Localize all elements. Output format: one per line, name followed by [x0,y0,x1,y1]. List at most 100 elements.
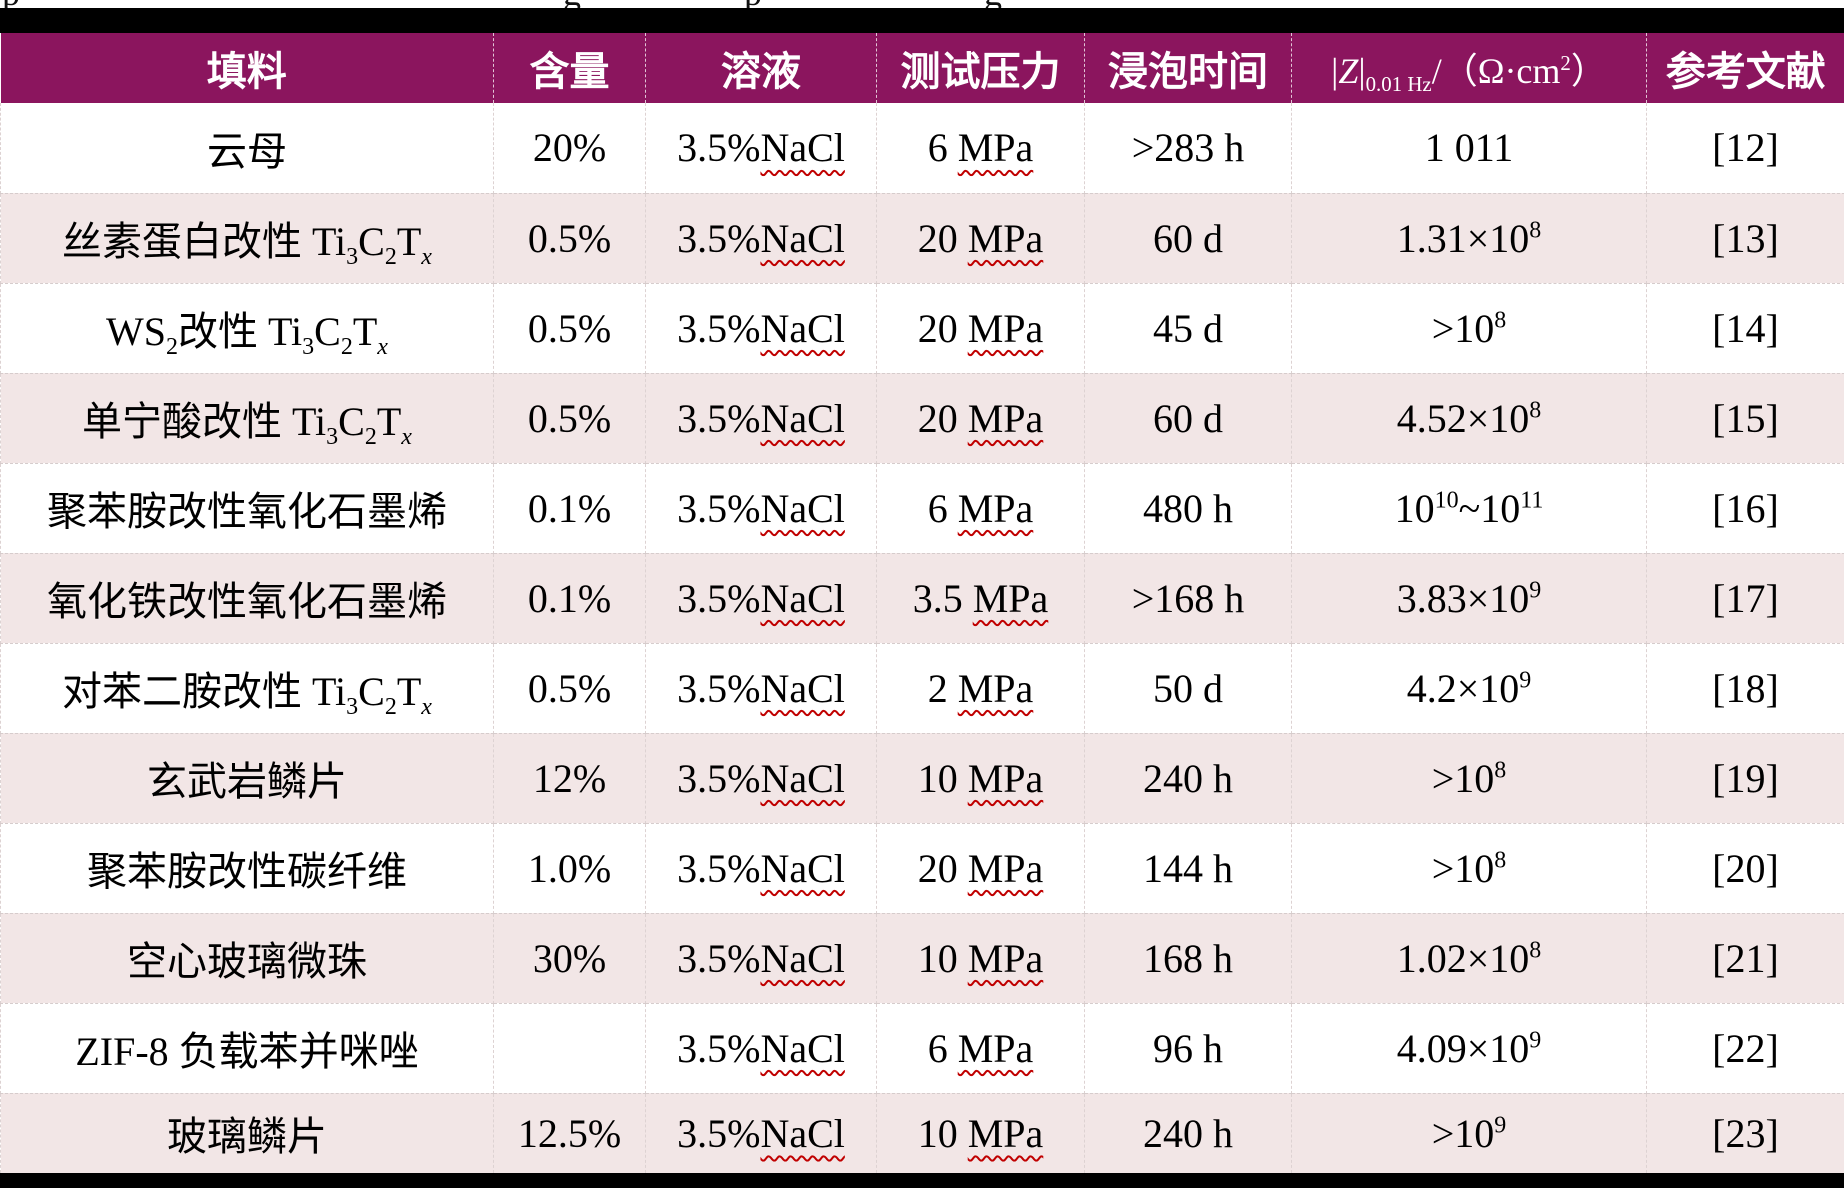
cell-reference: [15] [1646,373,1844,464]
cell-filler: 聚苯胺改性碳纤维 [0,823,494,914]
cell-filler: ZIF-8 负载苯并咪唑 [0,1003,494,1094]
cell-content: 0.5% [493,193,646,284]
cell-filler: 空心玻璃微珠 [0,913,494,1004]
cell-reference: [17] [1646,553,1844,644]
cell-soak: 144 h [1084,823,1292,914]
column-header-content: 含量 [493,33,646,103]
table-header-row: 填料 含量 溶液 测试压力 浸泡时间 |Z|0.01 Hz/（Ω·cm2） 参考文献 [0,33,1844,103]
cell-pressure: 20 MPa [876,193,1085,284]
table-row: 玻璃鳞片 12.5% 3.5%NaCl 10 MPa 240 h >109 [23] [0,1093,1844,1173]
cell-reference: [18] [1646,643,1844,734]
cell-filler: 丝素蛋白改性 Ti3C2Tx [0,193,494,284]
cell-pressure: 10 MPa [876,733,1085,824]
table-row: WS2改性 Ti3C2Tx 0.5% 3.5%NaCl 20 MPa 45 d >108[… [0,283,1844,374]
cell-solution: 3.5%NaCl [645,1093,877,1173]
cell-filler: 云母 [0,103,494,194]
caption-fragment-2: p [744,0,762,8]
cell-filler: WS2改性 Ti3C2Tx [0,283,494,374]
cell-reference: [22] [1646,1003,1844,1094]
cell-pressure: 6 MPa [876,103,1085,194]
cell-solution: 3.5%NaCl [645,733,877,824]
cell-reference: [16] [1646,463,1844,554]
cell-content: 0.5% [493,643,646,734]
cell-reference: [12] [1646,103,1844,194]
cell-content: 12% [493,733,646,824]
cell-filler: 玻璃鳞片 [0,1093,494,1173]
cell-impedance: 1010~1011 [1291,463,1647,554]
cell-filler: 单宁酸改性 Ti3C2Tx [0,373,494,464]
cell-pressure: 20 MPa [876,373,1085,464]
table-row: 丝素蛋白改性 Ti3C2Tx 0.5% 3.5%NaCl 20 MPa 60 d 1.31… [0,193,1844,284]
table-row: 氧化铁改性氧化石墨烯 0.1% 3.5%NaCl 3.5 MPa >168 h 3.83×… [0,553,1844,644]
cell-soak: 96 h [1084,1003,1292,1094]
cell-reference: [21] [1646,913,1844,1004]
cell-soak: 45 d [1084,283,1292,374]
cell-content: 1.0% [493,823,646,914]
cell-impedance: 4.52×108 [1291,373,1647,464]
cell-soak: 168 h [1084,913,1292,1004]
cell-filler: 玄武岩鳞片 [0,733,494,824]
cell-soak: >283 h [1084,103,1292,194]
fillers-comparison-table: 填料 含量 溶液 测试压力 浸泡时间 |Z|0.01 Hz/（Ω·cm2） 参考文献 云母 2… [0,33,1844,1173]
cell-reference: [20] [1646,823,1844,914]
cell-content: 0.5% [493,283,646,374]
table-bottom-border [0,1173,1844,1188]
cell-impedance: 1 011 [1291,103,1647,194]
cell-content: 0.5% [493,373,646,464]
column-header-impedance: |Z|0.01 Hz/（Ω·cm2） [1291,33,1647,103]
caption-fragment-1: g [563,0,581,8]
cell-pressure: 20 MPa [876,823,1085,914]
cell-solution: 3.5%NaCl [645,643,877,734]
cell-content: 0.1% [493,553,646,644]
table-top-border [0,8,1844,33]
column-header-soak: 浸泡时间 [1084,33,1292,103]
table-row: ZIF-8 负载苯并咪唑 3.5%NaCl 6 MPa 96 h 4.09×109 [22… [0,1003,1844,1094]
cell-reference: [23] [1646,1093,1844,1173]
cell-pressure: 10 MPa [876,913,1085,1004]
cell-soak: 240 h [1084,1093,1292,1173]
table-row: 聚苯胺改性碳纤维 1.0% 3.5%NaCl 20 MPa 144 h >108 [20] [0,823,1844,914]
cell-soak: 50 d [1084,643,1292,734]
cell-content: 30% [493,913,646,1004]
cell-impedance: >108 [1291,823,1647,914]
cell-content: 0.1% [493,463,646,554]
cell-pressure: 2 MPa [876,643,1085,734]
cell-pressure: 6 MPa [876,463,1085,554]
caption-fragment-0: p [2,0,20,8]
table-row: 单宁酸改性 Ti3C2Tx 0.5% 3.5%NaCl 20 MPa 60 d 4.52×… [0,373,1844,464]
cell-soak: 60 d [1084,193,1292,284]
cell-reference: [19] [1646,733,1844,824]
column-header-pressure: 测试压力 [876,33,1085,103]
cell-content: 12.5% [493,1093,646,1173]
cell-impedance: >108 [1291,733,1647,824]
cell-content: 20% [493,103,646,194]
column-header-reference: 参考文献 [1646,33,1844,103]
table-header: 填料 含量 溶液 测试压力 浸泡时间 |Z|0.01 Hz/（Ω·cm2） 参考文献 [0,33,1844,103]
cell-impedance: 1.02×108 [1291,913,1647,1004]
cell-soak: 240 h [1084,733,1292,824]
cell-solution: 3.5%NaCl [645,103,877,194]
cropped-caption-line: pgpg [0,0,1844,8]
cell-pressure: 20 MPa [876,283,1085,374]
cell-solution: 3.5%NaCl [645,553,877,644]
cell-impedance: >109 [1291,1093,1647,1173]
cell-impedance: 1.31×108 [1291,193,1647,284]
cell-soak: 60 d [1084,373,1292,464]
cell-pressure: 3.5 MPa [876,553,1085,644]
cell-soak: >168 h [1084,553,1292,644]
cell-filler: 对苯二胺改性 Ti3C2Tx [0,643,494,734]
cell-reference: [13] [1646,193,1844,284]
cell-filler: 氧化铁改性氧化石墨烯 [0,553,494,644]
cell-solution: 3.5%NaCl [645,283,877,374]
cell-soak: 480 h [1084,463,1292,554]
table-row: 空心玻璃微珠 30% 3.5%NaCl 10 MPa 168 h 1.02×108 [21] [0,913,1844,1004]
cell-solution: 3.5%NaCl [645,373,877,464]
cell-content [493,1003,646,1094]
cell-solution: 3.5%NaCl [645,193,877,284]
cell-reference: [14] [1646,283,1844,374]
table-row: 聚苯胺改性氧化石墨烯 0.1% 3.5%NaCl 6 MPa 480 h 1010~101… [0,463,1844,554]
table-row: 对苯二胺改性 Ti3C2Tx 0.5% 3.5%NaCl 2 MPa 50 d 4.2×1… [0,643,1844,734]
column-header-filler: 填料 [0,33,494,103]
